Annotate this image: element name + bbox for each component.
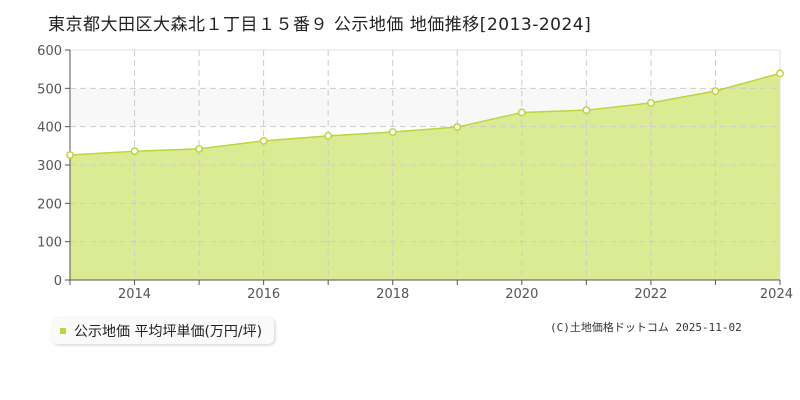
area-fill	[70, 73, 780, 280]
y-tick-label: 400	[37, 121, 62, 136]
data-point	[517, 108, 526, 117]
data-point	[388, 128, 397, 136]
x-tick-label: 2016	[247, 287, 280, 302]
legend-label: 公示地価 平均坪単価(万円/坪)	[74, 324, 263, 340]
y-tick-label: 100	[37, 236, 62, 251]
x-tick-label: 2020	[505, 287, 538, 302]
data-point	[66, 151, 74, 159]
legend-swatch-icon	[60, 328, 66, 334]
y-tick-label: 600	[37, 44, 62, 59]
legend: 公示地価 平均坪単価(万円/坪)	[52, 318, 275, 344]
x-tick-label: 2022	[634, 287, 667, 302]
y-tick-label: 500	[37, 82, 62, 97]
series-line	[69, 72, 781, 156]
data-point	[711, 87, 720, 95]
data-point	[776, 69, 784, 78]
data-point	[453, 123, 462, 132]
data-point	[646, 98, 655, 107]
data-point	[324, 131, 333, 140]
y-tick-label: 0	[54, 274, 62, 289]
copyright-credit: (C)土地価格ドットコム 2025-11-02	[550, 321, 742, 334]
data-point	[130, 147, 139, 156]
data-point	[259, 136, 268, 145]
y-tick-label: 200	[37, 197, 62, 212]
data-point	[195, 144, 204, 153]
x-tick-label: 2014	[118, 287, 151, 302]
x-tick-label: 2024	[760, 287, 793, 302]
y-tick-label: 300	[37, 159, 62, 174]
data-point	[582, 106, 591, 115]
chart-title: 東京都大田区大森北１丁目１５番９ 公示地価 地価推移[2013-2024]	[48, 15, 592, 35]
x-tick-label: 2018	[376, 287, 409, 302]
